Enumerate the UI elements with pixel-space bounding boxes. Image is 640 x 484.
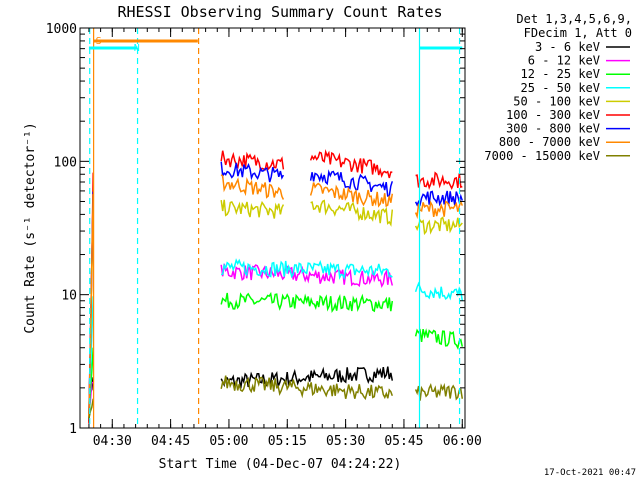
series-100-300-kev-segment-1 [220, 150, 285, 172]
x-axis-label: Start Time (04-Dec-07 04:24:22) [159, 457, 402, 472]
chart-title: RHESSI Observing Summary Count Rates [117, 3, 442, 21]
legend-label-300-800-kev: 300 - 800 keV [506, 122, 600, 136]
legend-header-line1: Det 1,3,4,5,6,9, [516, 12, 632, 26]
legend-label-12-25-kev: 12 - 25 keV [521, 67, 600, 81]
series-300-800-kev-segment-2 [309, 169, 394, 197]
y-tick-label-2: 100 [54, 155, 77, 170]
legend-label-50-100-kev: 50 - 100 keV [513, 94, 600, 108]
y-tick-label-3: 1000 [46, 22, 77, 37]
series-3-6-kev-segment-1 [220, 366, 394, 390]
legend-label-3-6-kev: 3 - 6 keV [535, 40, 600, 54]
series-7000-15000-kev-segment-0 [88, 398, 94, 419]
footer-timestamp: 17-Oct-2021 00:47 [544, 468, 636, 478]
series-100-300-kev-segment-3 [415, 171, 463, 190]
series-50-100-kev-segment-1 [220, 199, 285, 219]
x-tick-label-2: 05:00 [209, 434, 248, 449]
series-7000-15000-kev-segment-1 [220, 375, 394, 401]
legend-label-6-12-kev: 6 - 12 keV [528, 54, 600, 68]
legend-label-7000-15000-kev: 7000 - 15000 keV [484, 149, 600, 163]
x-tick-label-1: 04:45 [151, 434, 190, 449]
series-12-25-kev-segment-2 [414, 328, 464, 350]
x-tick-label-4: 05:30 [326, 434, 365, 449]
series-50-100-kev-segment-3 [414, 216, 463, 236]
x-tick-label-6: 06:00 [443, 434, 482, 449]
x-tick-label-5: 05:45 [384, 434, 423, 449]
series-7000-15000-kev-segment-2 [414, 382, 464, 401]
flag-label-0: S [96, 36, 102, 47]
plot-frame [79, 27, 466, 429]
y-tick-label-0: 1 [69, 422, 77, 437]
series-50-100-kev-segment-2 [310, 199, 394, 227]
legend-label-800-7000-kev: 800 - 7000 keV [499, 135, 600, 149]
series-800-7000-kev-segment-1 [220, 174, 285, 200]
x-tick-label-0: 04:30 [93, 434, 132, 449]
y-tick-label-1: 10 [61, 289, 77, 304]
legend-header-line2: FDecim 1, Att 0 [524, 26, 632, 40]
y-axis-label: Count Rate (s⁻¹ detector⁻¹) [23, 122, 38, 333]
series-25-50-kev-segment-2 [414, 281, 464, 301]
series-12-25-kev-segment-1 [220, 291, 394, 313]
plot-area: SN [88, 28, 464, 428]
legend-label-25-50-kev: 25 - 50 keV [521, 81, 600, 95]
legend-label-100-300-kev: 100 - 300 keV [506, 108, 600, 122]
axes: 1 10 100 1000 04:30 04:45 05:00 05:15 05:30 05:45… [46, 22, 482, 449]
x-tick-label-3: 05:15 [268, 434, 307, 449]
series-300-800-kev-segment-1 [220, 161, 285, 183]
series-100-300-kev-segment-2 [309, 148, 393, 179]
flag-label-1: N [134, 43, 140, 54]
series-25-50-kev-segment-1 [220, 258, 393, 281]
series-800-7000-kev-segment-3 [414, 199, 463, 220]
series-800-7000-kev-segment-2 [309, 182, 394, 208]
series-300-800-kev-segment-3 [414, 190, 464, 207]
